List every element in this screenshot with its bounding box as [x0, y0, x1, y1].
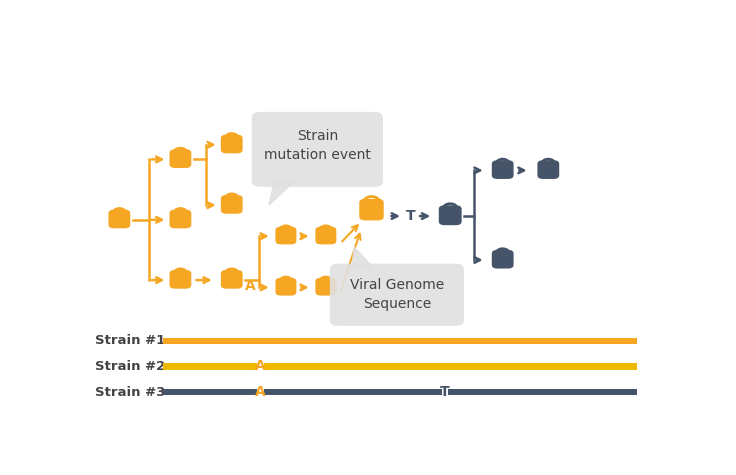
FancyBboxPatch shape [492, 250, 514, 268]
Text: T: T [440, 385, 450, 399]
FancyBboxPatch shape [315, 227, 336, 245]
FancyBboxPatch shape [221, 134, 243, 153]
FancyBboxPatch shape [221, 270, 243, 289]
FancyBboxPatch shape [359, 199, 383, 220]
Polygon shape [352, 247, 375, 269]
FancyBboxPatch shape [163, 338, 637, 344]
Text: Strain #3: Strain #3 [95, 386, 165, 399]
FancyBboxPatch shape [315, 278, 336, 295]
FancyBboxPatch shape [448, 389, 637, 395]
FancyBboxPatch shape [163, 363, 257, 370]
FancyBboxPatch shape [169, 270, 191, 289]
FancyBboxPatch shape [263, 363, 637, 370]
Text: A: A [255, 385, 266, 399]
Text: A: A [255, 360, 266, 373]
Text: Viral Genome
Sequence: Viral Genome Sequence [350, 278, 444, 312]
FancyBboxPatch shape [263, 389, 442, 395]
FancyBboxPatch shape [169, 209, 191, 228]
Text: Strain #2: Strain #2 [95, 360, 165, 373]
FancyBboxPatch shape [221, 195, 243, 214]
FancyBboxPatch shape [439, 205, 461, 225]
FancyBboxPatch shape [492, 160, 514, 179]
FancyBboxPatch shape [275, 278, 297, 295]
Text: T: T [406, 209, 415, 223]
FancyBboxPatch shape [163, 389, 257, 395]
Text: Strain #1: Strain #1 [95, 334, 165, 347]
FancyBboxPatch shape [108, 209, 130, 228]
FancyBboxPatch shape [537, 160, 559, 179]
FancyBboxPatch shape [169, 149, 191, 168]
Text: Strain
mutation event: Strain mutation event [264, 129, 371, 162]
Text: A: A [245, 279, 256, 293]
Polygon shape [269, 181, 294, 205]
FancyBboxPatch shape [275, 227, 297, 245]
FancyBboxPatch shape [330, 264, 464, 326]
FancyBboxPatch shape [252, 112, 383, 187]
